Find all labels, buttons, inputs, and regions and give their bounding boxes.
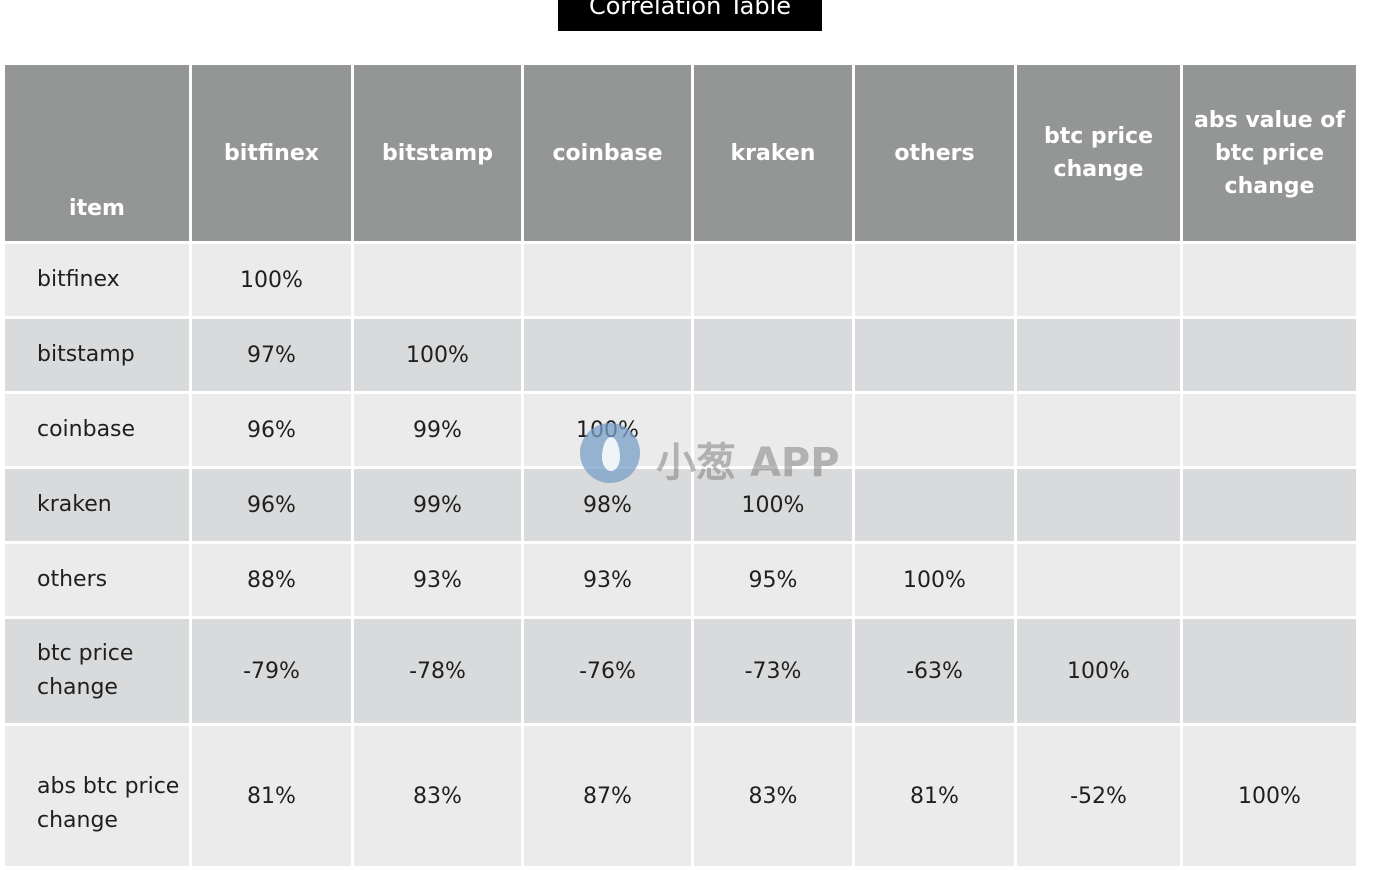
table-cell: 97% [192, 319, 351, 391]
table-cell [855, 244, 1014, 316]
column-header-others: others [855, 65, 1014, 241]
table-cell: -73% [694, 619, 852, 723]
table-cell: 87% [524, 726, 691, 866]
table-cell [1183, 319, 1356, 391]
table-cell [1017, 394, 1180, 466]
table-cell: 99% [354, 469, 521, 541]
table-cell [694, 244, 852, 316]
table-cell [1183, 469, 1356, 541]
table-cell: 93% [354, 544, 521, 616]
table-cell: -76% [524, 619, 691, 723]
row-label: kraken [5, 469, 189, 541]
table-cell: 99% [354, 394, 521, 466]
table-row: kraken 96% 99% 98% 100% [5, 469, 1356, 541]
table-cell: 96% [192, 394, 351, 466]
table-cell [855, 394, 1014, 466]
table-row: btc price change -79% -78% -76% -73% -63… [5, 619, 1356, 723]
row-label: bitstamp [5, 319, 189, 391]
table-cell: 100% [694, 469, 852, 541]
table-cell [694, 394, 852, 466]
table-row: coinbase 96% 99% 100% [5, 394, 1356, 466]
table-cell [524, 319, 691, 391]
table-cell [354, 244, 521, 316]
table-cell [855, 319, 1014, 391]
table-row: others 88% 93% 93% 95% 100% [5, 544, 1356, 616]
table-cell: -52% [1017, 726, 1180, 866]
table-cell [1183, 544, 1356, 616]
table-cell [1017, 319, 1180, 391]
table-cell: 100% [855, 544, 1014, 616]
column-header-item: item [5, 65, 189, 241]
table-cell: -63% [855, 619, 1014, 723]
row-label: coinbase [5, 394, 189, 466]
table-cell: 96% [192, 469, 351, 541]
table-cell: 83% [694, 726, 852, 866]
table-cell [694, 319, 852, 391]
table-cell [1183, 394, 1356, 466]
table-row: bitstamp 97% 100% [5, 319, 1356, 391]
column-header-coinbase: coinbase [524, 65, 691, 241]
row-label: abs btc price change [5, 726, 189, 866]
header-row: item bitfinex bitstamp coinbase kraken o… [5, 65, 1356, 241]
table-cell [1017, 544, 1180, 616]
table-cell: -79% [192, 619, 351, 723]
row-label: others [5, 544, 189, 616]
table-cell: 95% [694, 544, 852, 616]
table-cell [1017, 469, 1180, 541]
table-cell [1183, 619, 1356, 723]
column-header-kraken: kraken [694, 65, 852, 241]
table-row: bitfinex 100% [5, 244, 1356, 316]
table-cell: 81% [855, 726, 1014, 866]
column-header-bitfinex: bitfinex [192, 65, 351, 241]
row-label: bitfinex [5, 244, 189, 316]
row-label: btc price change [5, 619, 189, 723]
table-cell [855, 469, 1014, 541]
table-cell: 100% [354, 319, 521, 391]
table-cell: 100% [192, 244, 351, 316]
table-cell: 100% [1183, 726, 1356, 866]
table-row: abs btc price change 81% 83% 87% 83% 81%… [5, 726, 1356, 866]
correlation-table: item bitfinex bitstamp coinbase kraken o… [2, 62, 1359, 869]
table-cell: -78% [354, 619, 521, 723]
table-cell [1017, 244, 1180, 316]
table-cell: 88% [192, 544, 351, 616]
column-header-btc-price-change: btc price change [1017, 65, 1180, 241]
table-cell [1183, 244, 1356, 316]
column-header-bitstamp: bitstamp [354, 65, 521, 241]
table-cell: 83% [354, 726, 521, 866]
table-cell [524, 244, 691, 316]
column-header-abs-btc-price-change: abs value of btc price change [1183, 65, 1356, 241]
table-cell: 81% [192, 726, 351, 866]
table-cell: 100% [524, 394, 691, 466]
table-title: Correlation Table [558, 0, 822, 31]
table-cell: 93% [524, 544, 691, 616]
table-cell: 100% [1017, 619, 1180, 723]
table-cell: 98% [524, 469, 691, 541]
